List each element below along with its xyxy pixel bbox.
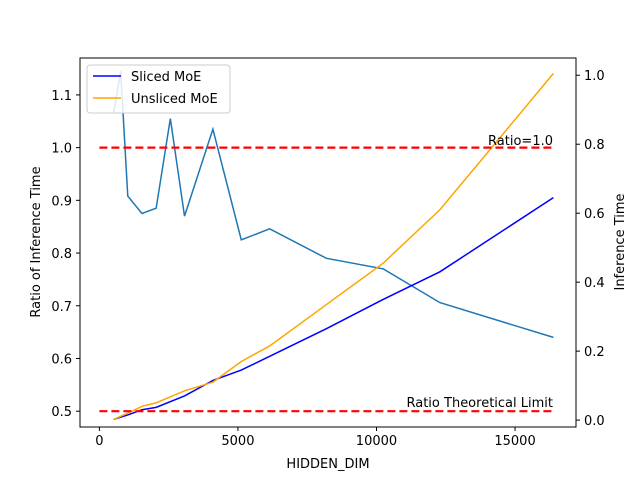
legend: Sliced MoE Unsliced MoE [86,64,231,114]
left-y-tick-label: 0.9 [51,194,72,209]
left-y-axis-ticks: 0.5 0.6 0.7 0.8 0.9 1.0 1.1 [51,89,80,420]
right-y-tick-label: 0.2 [584,345,605,360]
left-y-tick-label: 0.5 [51,405,72,420]
left-y-axis-label: Ratio of Inference Time [29,166,44,317]
plot-frame [79,57,577,428]
right-y-tick-label: 0.8 [584,138,605,153]
right-y-tick-label: 0.4 [584,276,605,291]
right-y-axis-ticks: 0.0 0.2 0.4 0.6 0.8 1.0 [576,69,605,429]
plot-area [80,58,576,427]
ratio-one-label: Ratio=1.0 [488,134,553,149]
left-y-tick-label: 0.7 [51,300,72,315]
unsliced-moe-line [113,73,554,421]
x-tick-label: 15000 [494,434,535,449]
left-y-tick-label: 0.8 [51,247,72,262]
left-y-tick-label: 1.1 [51,89,72,104]
right-y-tick-label: 0.0 [584,414,605,429]
ratio-line [112,71,554,339]
ratio-limit-label: Ratio Theoretical Limit [407,396,554,411]
right-y-tick-label: 0.6 [584,207,605,222]
legend-label-unsliced: Unsliced MoE [131,92,218,107]
x-tick-label: 0 [95,434,103,449]
reference-lines [99,146,554,413]
x-axis-label: HIDDEN_DIM [286,457,369,472]
left-y-tick-label: 0.6 [51,352,72,367]
x-axis-ticks: 0 5000 10000 15000 [95,427,536,449]
x-tick-label: 5000 [221,434,254,449]
legend-label-sliced: Sliced MoE [131,70,201,85]
left-y-tick-label: 1.0 [51,142,72,157]
right-y-axis-label: Inference Time [613,193,628,290]
legend-box [86,64,231,114]
x-tick-label: 10000 [356,434,397,449]
right-y-tick-label: 1.0 [584,69,605,84]
